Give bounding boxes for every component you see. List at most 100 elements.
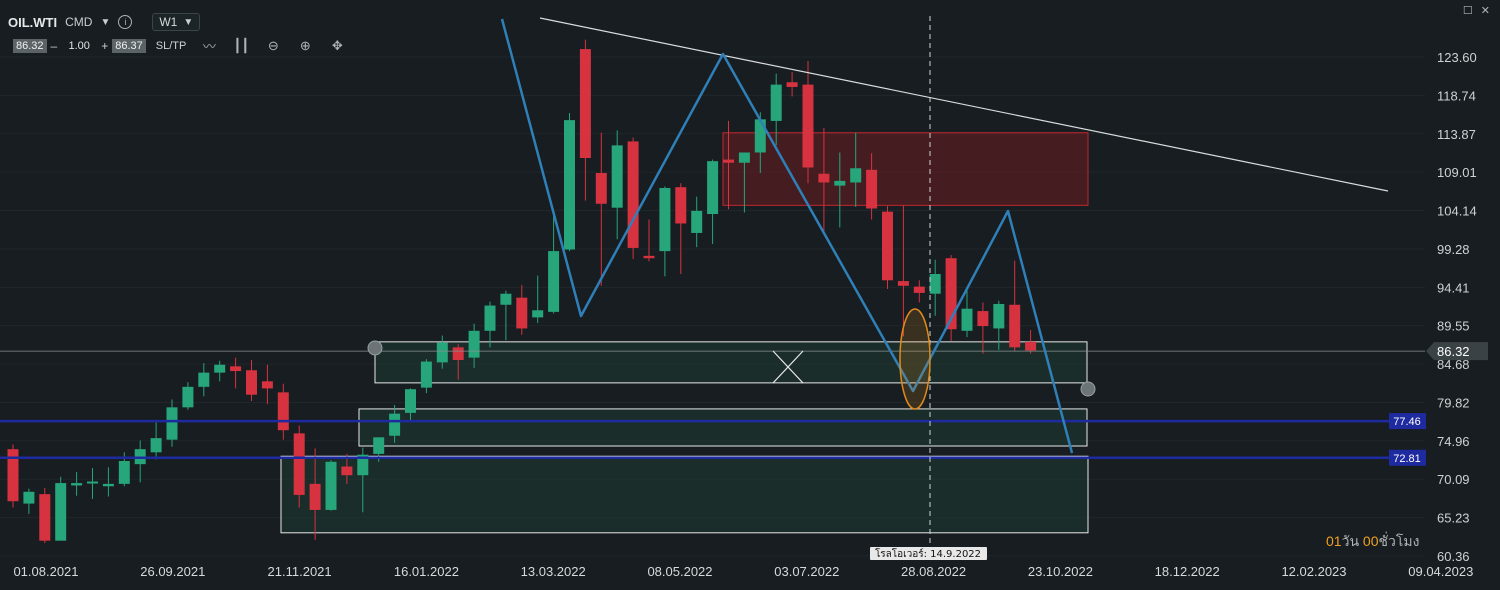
price-tick-label: 99.28 <box>1437 242 1470 257</box>
rollover-countdown: 01วัน 00ชั่วโมง <box>1326 531 1419 553</box>
candle-body-57 <box>913 286 925 293</box>
current-price-tag <box>1426 342 1488 361</box>
candle-body-35 <box>564 120 575 250</box>
trade-panel: 86.32 – 1.00 + 86.37 SL/TP 〰 ┃┃ ⊖ ⊕ ✥ <box>13 36 346 55</box>
crosshair-icon[interactable]: ✥ <box>331 37 343 53</box>
candle-body-18 <box>293 433 305 495</box>
symbol-name[interactable]: OIL.WTI <box>8 14 58 30</box>
candle-body-58 <box>929 273 941 294</box>
sell-price-button[interactable]: 86.32 <box>13 38 47 53</box>
zoom-out-icon[interactable]: ⊖ <box>267 37 279 53</box>
candle-body-24 <box>389 413 401 436</box>
level-price-label: 77.46 <box>1393 416 1421 428</box>
time-tick-label: 28.08.2022 <box>901 564 966 579</box>
candle-body-26 <box>420 361 432 388</box>
candle-body-22 <box>357 454 369 476</box>
volume-plus-button[interactable]: + <box>101 38 109 53</box>
candle-body-47 <box>754 119 766 153</box>
candle-body-21 <box>341 466 353 476</box>
volume-input[interactable]: 1.00 <box>68 39 90 52</box>
price-tick-label: 104.14 <box>1437 204 1477 219</box>
candle-body-4 <box>71 483 83 486</box>
price-tick-label: 65.23 <box>1437 511 1470 526</box>
price-axis: 123.60 118.74 113.87 109.01 104.14 99.28 94.41… <box>1389 50 1488 564</box>
candle-body-37 <box>595 172 607 204</box>
candle-body-60 <box>961 308 973 331</box>
candle-body-43 <box>691 210 703 233</box>
zoom-in-icon[interactable]: ⊕ <box>299 37 311 53</box>
candle-body-39 <box>627 141 639 248</box>
chart-zones <box>280 132 1089 534</box>
price-tick-label: 70.09 <box>1437 472 1470 487</box>
candle-body-51 <box>818 173 830 183</box>
candle-body-1 <box>23 491 35 504</box>
candle-body-32 <box>516 297 528 329</box>
candle-body-45 <box>723 159 734 163</box>
rollover-label: โรลโอเวอร์: 14.9.2022 <box>875 547 981 560</box>
asset-class[interactable]: CMD <box>65 15 93 29</box>
candle-body-23 <box>373 437 385 454</box>
volume-minus-button[interactable]: – <box>50 38 58 53</box>
time-tick-label: 18.12.2022 <box>1155 564 1220 579</box>
candle-body-61 <box>977 311 989 327</box>
candle-body-2 <box>39 494 51 541</box>
maximize-icon[interactable]: ☐ <box>1462 5 1473 17</box>
candlestick-icon[interactable]: ┃┃ <box>233 37 250 53</box>
candle-body-63 <box>1009 304 1021 348</box>
symbol-bar: OIL.WTI CMD ▼ i W1 ▼ <box>8 12 201 32</box>
current-price-label: 86.32 <box>1437 344 1470 359</box>
price-tick-label: 60.36 <box>1437 549 1470 564</box>
countdown-days: 01 <box>1326 533 1342 549</box>
candle-body-46 <box>738 152 750 163</box>
candle-body-3 <box>55 483 67 541</box>
time-tick-label: 08.05.2022 <box>647 564 712 579</box>
candle-body-34 <box>548 251 560 312</box>
info-icon[interactable]: i <box>118 15 133 29</box>
time-tick-label: 01.08.2021 <box>13 564 78 579</box>
line-chart-icon[interactable]: 〰 <box>202 39 216 54</box>
candle-body-7 <box>118 460 130 484</box>
candle-body-29 <box>468 330 480 358</box>
price-tick-label: 84.68 <box>1437 357 1470 372</box>
sltp-button[interactable]: SL/TP <box>155 39 187 52</box>
countdown-days-label: วัน <box>1341 533 1360 549</box>
zone-resistance-0 <box>722 132 1089 206</box>
candle-body-48 <box>770 84 782 121</box>
price-tick-label: 94.41 <box>1437 280 1470 295</box>
chevron-down-icon[interactable]: ▼ <box>100 16 111 28</box>
candle-body-44 <box>707 161 719 215</box>
chevron-down-icon: ▼ <box>183 16 194 28</box>
candle-body-52 <box>834 180 846 186</box>
candle-body-14 <box>230 366 242 372</box>
candle-body-25 <box>405 389 416 413</box>
x-mark-b <box>772 350 804 384</box>
price-tick-label: 118.74 <box>1437 88 1476 103</box>
buy-price-button[interactable]: 86.37 <box>112 38 146 53</box>
zigzag-pattern <box>500 18 1074 454</box>
candle-body-28 <box>452 347 464 360</box>
price-tick-label: 123.60 <box>1437 50 1477 65</box>
candle-body-10 <box>166 407 178 440</box>
candle-body-15 <box>246 370 257 395</box>
price-tick-label: 74.96 <box>1437 434 1470 449</box>
time-tick-label: 12.02.2023 <box>1281 564 1346 579</box>
candle-body-6 <box>102 483 114 487</box>
candle-body-13 <box>214 364 226 373</box>
candle-body-64 <box>1025 341 1037 351</box>
timeframe-select[interactable]: W1 ▼ <box>152 13 201 31</box>
trendline <box>539 17 1389 192</box>
close-icon[interactable]: ✕ <box>1480 5 1490 17</box>
highlight-ellipse <box>899 308 931 410</box>
rollover-tag: โรลโอเวอร์: 14.9.2022 <box>870 547 987 560</box>
candle-body-16 <box>261 381 273 389</box>
zone-support-1 <box>374 341 1088 384</box>
time-tick-label: 13.03.2022 <box>521 564 586 579</box>
price-tick-label: 109.01 <box>1437 165 1477 180</box>
candle-body-30 <box>484 305 496 331</box>
candle-body-50 <box>802 84 814 168</box>
time-tick-label: 03.07.2022 <box>774 564 839 579</box>
countdown-hours-label: ชั่วโมง <box>1378 533 1420 549</box>
candle-body-20 <box>325 461 337 510</box>
price-tick-label: 79.82 <box>1437 395 1470 410</box>
